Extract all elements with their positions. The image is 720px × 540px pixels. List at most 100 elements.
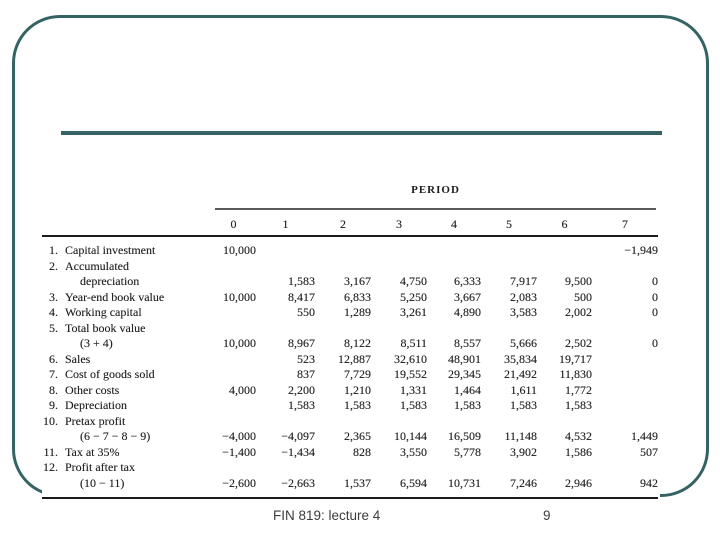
cell-value	[592, 367, 658, 383]
cell-value: 1,464	[454, 382, 481, 397]
cell-value: 4,532	[565, 429, 592, 443]
cell-value: 7,917	[510, 274, 537, 288]
cell-value: 3,167	[344, 274, 371, 288]
row-number: 3.	[49, 289, 58, 304]
cell-value: 1,611	[510, 382, 537, 397]
cell-value	[592, 383, 658, 399]
row-label: 2. Accumulated	[42, 259, 211, 275]
period-column-header: 6	[561, 217, 568, 231]
table-row: 2. Accumulated depreciation 1,583 3,167 4,750…	[42, 259, 658, 290]
table-body: 1. Capital investment 10,000 −1,949 2. Accumu…	[42, 236, 658, 498]
cell-value: 10,000	[223, 336, 256, 350]
period-column-header: 4	[451, 217, 457, 231]
period-column-header: 3	[396, 217, 402, 231]
row-label-continuation: depreciation	[80, 274, 140, 288]
table-header: 0 1 2 3 4 5 6 7	[42, 210, 658, 236]
cell-value	[211, 305, 256, 321]
cell-value: 19,552	[394, 367, 427, 381]
cell-value: 48,901	[448, 351, 481, 366]
cell-value: 3,902	[510, 444, 537, 459]
row-label: 3. Year-end book value	[42, 290, 211, 306]
cell-value: 11,830	[559, 367, 592, 381]
period-column-header: 0	[230, 217, 237, 231]
row-label: 5. Total book value	[42, 321, 211, 337]
period-column-header: 7	[622, 217, 628, 231]
cell-value: 5,778	[454, 444, 481, 459]
cell-value: 1,583	[344, 398, 371, 412]
cell-value: 3,667	[454, 289, 481, 304]
row-number: 7.	[49, 367, 58, 381]
cell-value: 8,511	[400, 336, 427, 350]
row-label-cell: 6. Sales	[42, 352, 211, 368]
cell-value: 10,144	[394, 429, 427, 443]
cell-value: 10,731	[448, 475, 481, 490]
cell-value: 0	[652, 305, 658, 319]
cell-value: 4,000	[229, 382, 256, 397]
cell-value: −1,400	[222, 444, 256, 459]
row-label: 10. Pretax profit	[43, 413, 126, 428]
row-label-cell: 4. Working capital	[42, 305, 211, 321]
cell-value: 2,083	[510, 289, 537, 304]
cell-value	[537, 236, 592, 259]
cell-value: 12,887	[338, 351, 371, 366]
cell-value: 5,250	[400, 289, 427, 304]
cell-value: 11,148	[504, 429, 537, 443]
table-row: 3. Year-end book value 10,000 8,417 6,833 5,2…	[42, 290, 658, 306]
slide-page-number: 9	[543, 508, 551, 523]
cell-value: 1,583	[454, 398, 481, 412]
cell-value: −4,097	[281, 429, 315, 443]
cell-value	[427, 236, 481, 259]
cell-value: 3,261	[400, 305, 427, 319]
cell-value: 1,586	[565, 444, 592, 459]
cell-value: 2,002	[565, 305, 592, 319]
row-label: 11. Tax at 35%	[43, 444, 120, 459]
cell-value	[211, 352, 256, 368]
row-number: 5.	[49, 320, 58, 335]
cell-value: 9,500	[565, 274, 592, 288]
cell-value: 550	[297, 305, 315, 319]
row-label-cell: 12. Profit after tax (10 − 11)	[42, 460, 211, 498]
row-number: 6.	[49, 351, 58, 366]
row-label: 8. Other costs	[42, 383, 211, 399]
row-number: 1.	[49, 243, 58, 257]
cell-value: 523	[297, 351, 315, 366]
cell-value: 8,122	[344, 336, 371, 350]
cell-value: 3,550	[400, 444, 427, 459]
row-label-cell: 10. Pretax profit (6 − 7 − 8 − 9)	[42, 414, 211, 445]
cell-value: 4,890	[454, 305, 481, 319]
table-row: 4. Working capital 550 1,289 3,261 4,890 3,583…	[42, 305, 658, 321]
cell-value: 6,333	[454, 274, 481, 288]
row-label-cell: 7. Cost of goods sold	[42, 367, 211, 383]
cell-value: 507	[640, 444, 658, 459]
table-row: 8. Other costs 4,000 2,200 1,210 1,331 1,464 1,…	[42, 383, 658, 399]
row-number: 9.	[49, 398, 58, 412]
row-number: 11.	[43, 444, 58, 459]
row-label-cell: 8. Other costs	[42, 383, 211, 399]
period-column-header: 2	[340, 217, 346, 231]
cell-value: 32,610	[394, 351, 427, 366]
cell-value: 1,210	[344, 382, 371, 397]
cell-value: 4,750	[400, 274, 427, 288]
row-label-cell: 5. Total book value (3 + 4)	[42, 321, 211, 352]
row-label-cell: 9. Depreciation	[42, 398, 211, 414]
cell-value: 16,509	[448, 429, 481, 443]
cell-value: 1,583	[565, 398, 592, 412]
cell-value: 1,583	[510, 398, 537, 412]
cell-value	[481, 236, 537, 259]
cell-value: 2,365	[344, 429, 371, 443]
row-label-cell: 1. Capital investment	[42, 236, 211, 259]
table-row: 1. Capital investment 10,000 −1,949	[42, 236, 658, 259]
cell-value: 10,000	[223, 289, 256, 304]
cell-value	[315, 236, 371, 259]
cell-value: 828	[353, 444, 371, 459]
table-row: 10. Pretax profit (6 − 7 − 8 − 9) −4,000 −4,…	[42, 414, 658, 445]
footer-course-label: FIN 819: lecture 4	[273, 508, 381, 523]
cell-value: 500	[574, 289, 592, 304]
cell-value: 942	[640, 475, 658, 490]
row-label-cell: 11. Tax at 35%	[42, 445, 211, 461]
cell-value: 1,583	[400, 398, 427, 412]
row-label-cell: 3. Year-end book value	[42, 290, 211, 306]
row-label-continuation: (3 + 4)	[80, 336, 113, 350]
cell-value: 1,289	[344, 305, 371, 319]
cell-value: 0	[652, 289, 658, 304]
